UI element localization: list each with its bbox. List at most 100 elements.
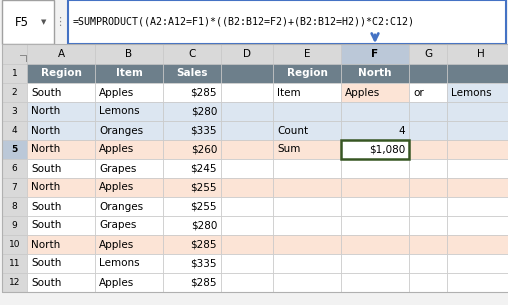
Bar [95,159,163,178]
Bar [409,273,447,292]
Bar [273,44,341,64]
Text: H: H [477,49,485,59]
Bar [2,235,27,254]
Text: $280: $280 [190,106,217,117]
Bar [409,235,447,254]
Bar [409,159,447,178]
Text: Apples: Apples [99,278,134,288]
Text: =SUMPRODUCT((A2:A12=F1)*((B2:B12=F2)+(B2:B12=H2))*C2:C12): =SUMPRODUCT((A2:A12=F1)*((B2:B12=F2)+(B2… [73,17,415,27]
Text: Sum: Sum [277,145,300,155]
Bar [409,178,447,197]
Text: 4: 4 [12,126,17,135]
Text: A: A [57,49,65,59]
Text: South: South [31,221,61,231]
Bar [341,121,409,140]
Bar [27,64,95,83]
Bar [447,273,508,292]
Text: 2: 2 [12,88,17,97]
Text: G: G [424,49,432,59]
Bar [2,273,27,292]
Bar [2,197,27,216]
Bar [221,83,273,102]
Bar [341,235,409,254]
Text: 8: 8 [12,202,17,211]
Bar [163,44,221,64]
Text: 11: 11 [9,259,20,268]
Bar [221,178,273,197]
Text: F5: F5 [15,16,29,28]
Bar [447,216,508,235]
Text: Oranges: Oranges [99,202,143,211]
Bar [273,273,341,292]
Bar [273,159,341,178]
Text: Grapes: Grapes [99,163,136,174]
Bar [341,178,409,197]
Text: South: South [31,278,61,288]
Bar [221,140,273,159]
Bar [2,178,27,197]
Bar [2,64,27,83]
Bar [27,140,95,159]
Bar [447,197,508,216]
Bar [27,121,95,140]
Text: 3: 3 [12,107,17,116]
Text: $285: $285 [190,88,217,98]
Text: Apples: Apples [99,239,134,249]
Text: Lemons: Lemons [451,88,492,98]
Bar [447,44,508,64]
Text: Apples: Apples [99,145,134,155]
Bar [341,64,409,83]
Text: ▼: ▼ [41,19,46,25]
Text: B: B [125,49,133,59]
Bar [163,83,221,102]
Bar [221,102,273,121]
Bar [163,159,221,178]
Bar [221,273,273,292]
Bar [341,102,409,121]
Bar [95,64,163,83]
Bar [447,121,508,140]
Bar [221,216,273,235]
Text: D: D [243,49,251,59]
Bar [27,273,95,292]
Text: $1,080: $1,080 [369,145,405,155]
Bar [95,44,163,64]
Text: $285: $285 [190,239,217,249]
Text: Count: Count [277,125,308,135]
Bar [163,140,221,159]
Bar [447,102,508,121]
Bar [95,83,163,102]
Bar [2,44,27,64]
Text: Oranges: Oranges [99,125,143,135]
Bar [163,102,221,121]
Bar [409,254,447,273]
Text: 12: 12 [9,278,20,287]
Bar [95,235,163,254]
Text: 6: 6 [12,164,17,173]
Bar [447,140,508,159]
Bar [409,44,447,64]
Text: Item: Item [277,88,301,98]
Bar [27,83,95,102]
Bar [409,83,447,102]
Text: North: North [31,106,60,117]
Bar [95,140,163,159]
Bar [221,159,273,178]
Bar [341,197,409,216]
Bar [341,159,409,178]
Text: Apples: Apples [99,88,134,98]
Text: South: South [31,202,61,211]
Text: Apples: Apples [345,88,380,98]
Bar [2,121,27,140]
Bar [273,121,341,140]
Bar [341,140,409,159]
Text: $1,080: $1,080 [369,145,405,155]
Bar [447,159,508,178]
Text: North: North [31,239,60,249]
Text: North: North [31,125,60,135]
Text: 10: 10 [9,240,20,249]
Bar [221,235,273,254]
Bar [95,254,163,273]
Bar [2,216,27,235]
Bar [95,216,163,235]
